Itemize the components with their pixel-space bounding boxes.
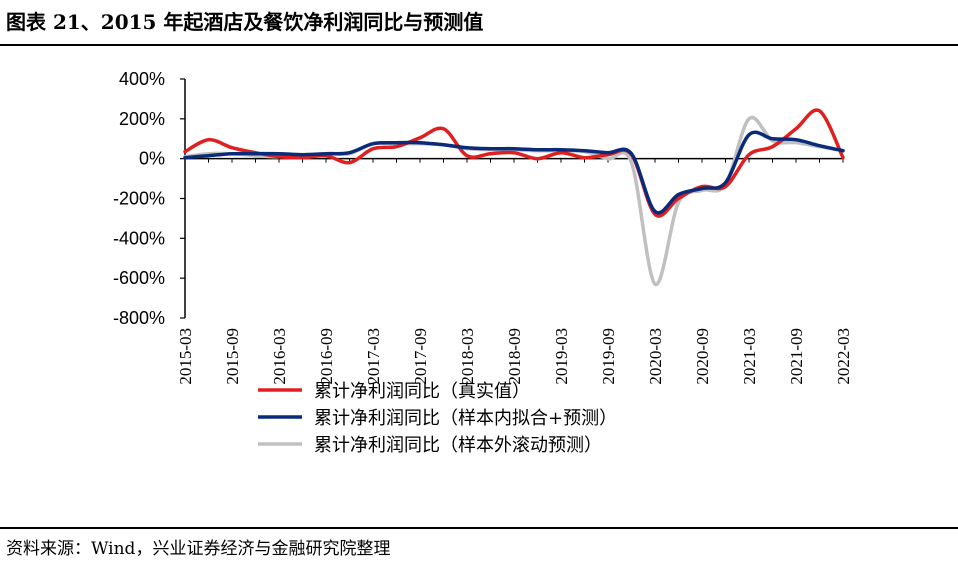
y-tick-label: 400% [119,69,165,89]
chart-title: 图表 21、2015 年起酒店及餐饮净利润同比与预测值 [6,10,484,34]
y-tick-label: -800% [113,308,165,328]
x-tick-label: 2016-03 [270,328,289,385]
series-line-actual [183,108,845,218]
source-note: 资料来源：Wind，兴业证券经济与金融研究院整理 [6,539,391,559]
x-tick-label: 2020-09 [693,328,712,385]
x-tick-label: 2016-09 [317,328,336,385]
x-tick-label: 2015-03 [176,328,195,385]
legend-label: 累计净利润同比（真实值） [314,381,530,402]
y-tick-label: -400% [113,228,165,248]
x-tick-label: 2022-03 [834,328,853,385]
series-lines [183,108,845,286]
y-tick-label: -200% [113,189,165,209]
legend-label: 累计净利润同比（样本外滚动预测） [314,435,602,456]
bottom-rule [0,527,958,529]
y-tick-label: -600% [113,268,165,288]
series-line-fitted [183,130,845,215]
x-tick-label: 2018-09 [505,328,524,385]
legend-label: 累计净利润同比（样本内拟合+预测） [314,408,617,429]
x-tick-label: 2021-09 [787,328,806,385]
axes [184,79,843,318]
y-tick-label: 0% [139,149,165,169]
x-tick-label: 2018-03 [458,328,477,385]
legend-item-rolling: 累计净利润同比（样本外滚动预测） [258,435,602,456]
legend-item-fitted: 累计净利润同比（样本内拟合+预测） [258,408,617,429]
legend: 累计净利润同比（真实值） 累计净利润同比（样本内拟合+预测） 累计净利润同比（样本外… [258,381,617,456]
top-rule [0,44,958,46]
x-tick-label: 2017-09 [411,328,430,385]
x-axis-ticks: 2015-03 2015-09 2016-03 2016-09 2017-03 2017-… [176,158,853,385]
x-tick-label: 2015-09 [223,328,242,385]
legend-item-actual: 累计净利润同比（真实值） [258,381,530,402]
x-tick-label: 2019-03 [552,328,571,385]
x-tick-label: 2021-03 [740,328,759,385]
x-tick-label: 2017-03 [364,328,383,385]
y-tick-label: 200% [119,109,165,129]
line-chart: 400%200%0%-200%-400%-600%-800% 2015-03 20… [113,69,853,456]
x-tick-label: 2019-09 [599,328,618,385]
y-axis-ticks: 400% 200% 0% -200% -400% -600% -800% [113,69,185,328]
x-tick-label: 2020-03 [646,328,665,385]
